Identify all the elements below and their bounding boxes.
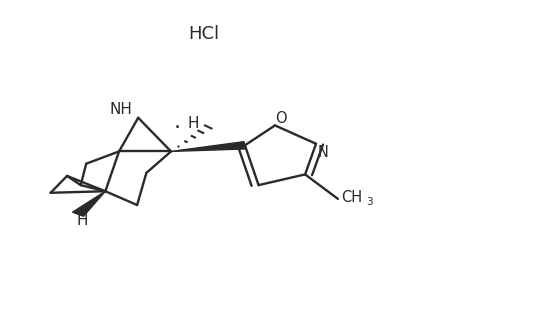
Polygon shape [73, 191, 106, 216]
Polygon shape [171, 142, 246, 151]
Text: O: O [274, 111, 287, 126]
Text: N: N [318, 146, 328, 160]
Text: .: . [174, 112, 181, 132]
Text: H: H [76, 213, 88, 228]
Text: HCl: HCl [188, 24, 219, 43]
Text: 3: 3 [366, 197, 373, 207]
Text: CH: CH [341, 190, 362, 205]
Text: H: H [187, 116, 199, 131]
Text: NH: NH [109, 102, 132, 117]
